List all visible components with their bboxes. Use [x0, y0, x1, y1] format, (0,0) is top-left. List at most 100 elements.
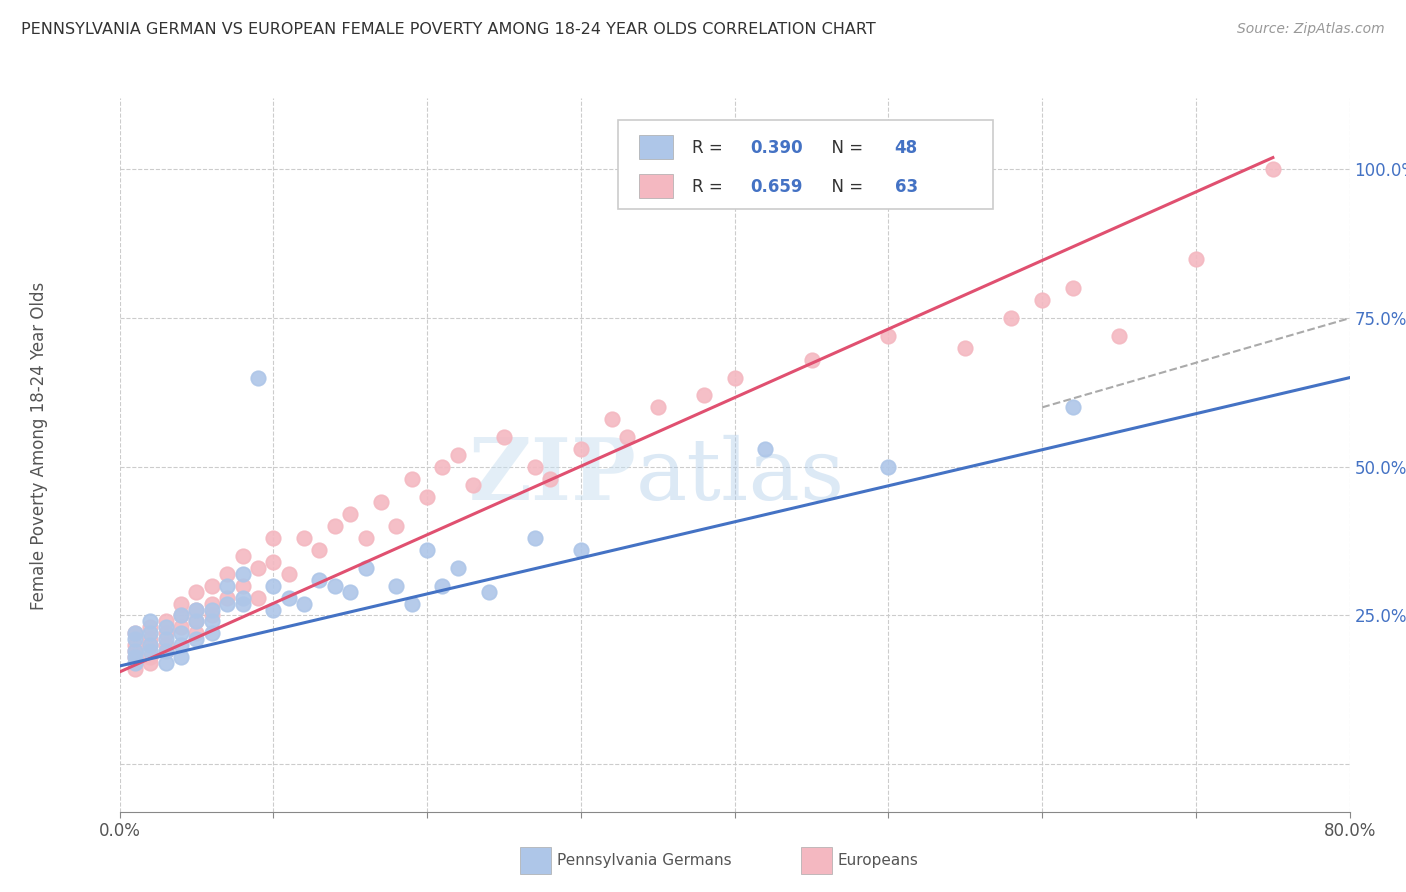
Point	[370, 495, 392, 509]
Point	[955, 341, 977, 355]
Text: Pennsylvania Germans: Pennsylvania Germans	[557, 854, 731, 868]
Point	[401, 472, 423, 486]
Point	[201, 602, 224, 616]
Bar	[638, 174, 673, 198]
Point	[1185, 252, 1208, 266]
Point	[339, 508, 361, 522]
Point	[432, 579, 454, 593]
Point	[800, 352, 823, 367]
Point	[308, 573, 330, 587]
Point	[262, 602, 284, 616]
Point	[277, 591, 299, 605]
Point	[186, 602, 208, 616]
Point	[246, 561, 269, 575]
Point	[523, 531, 546, 545]
Point	[201, 608, 224, 623]
Point	[201, 626, 224, 640]
Point	[538, 472, 561, 486]
Text: PENNSYLVANIA GERMAN VS EUROPEAN FEMALE POVERTY AMONG 18-24 YEAR OLDS CORRELATION: PENNSYLVANIA GERMAN VS EUROPEAN FEMALE P…	[21, 22, 876, 37]
Point	[354, 561, 377, 575]
Point	[124, 644, 146, 658]
Point	[139, 644, 162, 658]
Point	[1062, 401, 1084, 415]
Point	[292, 597, 315, 611]
Text: 0.390: 0.390	[751, 139, 803, 157]
Point	[124, 626, 146, 640]
Text: N =: N =	[821, 139, 868, 157]
Point	[616, 430, 638, 444]
Point	[124, 650, 146, 665]
Point	[231, 579, 254, 593]
Point	[401, 597, 423, 611]
Point	[262, 579, 284, 593]
Point	[201, 579, 224, 593]
Point	[1000, 311, 1022, 326]
Point	[231, 591, 254, 605]
Point	[155, 632, 177, 647]
Point	[693, 388, 716, 402]
Point	[308, 543, 330, 558]
Point	[217, 579, 239, 593]
Point	[477, 584, 501, 599]
Point	[139, 626, 162, 640]
Point	[1062, 281, 1084, 295]
Point	[124, 632, 146, 647]
Point	[217, 591, 239, 605]
Text: N =: N =	[821, 178, 868, 196]
Point	[523, 459, 546, 474]
Point	[492, 430, 515, 444]
Point	[139, 632, 162, 647]
Point	[385, 579, 408, 593]
Point	[339, 584, 361, 599]
Text: Female Poverty Among 18-24 Year Olds: Female Poverty Among 18-24 Year Olds	[31, 282, 48, 610]
Point	[1108, 329, 1130, 343]
Point	[139, 615, 162, 629]
Point	[155, 615, 177, 629]
Point	[877, 459, 900, 474]
Point	[139, 620, 162, 634]
Point	[139, 638, 162, 652]
Point	[139, 656, 162, 670]
Point	[186, 615, 208, 629]
Point	[323, 519, 346, 533]
Text: Europeans: Europeans	[838, 854, 920, 868]
Point	[231, 566, 254, 581]
Point	[416, 543, 439, 558]
Point	[246, 591, 269, 605]
Point	[354, 531, 377, 545]
Bar	[638, 135, 673, 159]
Point	[155, 626, 177, 640]
Point	[155, 644, 177, 658]
Point	[292, 531, 315, 545]
Point	[186, 626, 208, 640]
Point	[723, 370, 745, 384]
Point	[155, 620, 177, 634]
Point	[124, 650, 146, 665]
Point	[569, 442, 592, 456]
Point	[1031, 293, 1053, 308]
Text: 0.659: 0.659	[751, 178, 803, 196]
Point	[139, 650, 162, 665]
Text: ZIP: ZIP	[468, 434, 636, 518]
Point	[231, 549, 254, 563]
Point	[124, 626, 146, 640]
Text: R =: R =	[692, 178, 727, 196]
Point	[569, 543, 592, 558]
Point	[262, 555, 284, 569]
Point	[201, 597, 224, 611]
Point	[262, 531, 284, 545]
Point	[277, 566, 299, 581]
Text: R =: R =	[692, 139, 727, 157]
Text: atlas: atlas	[636, 434, 845, 518]
Point	[877, 329, 900, 343]
Point	[1261, 162, 1284, 177]
Point	[754, 442, 776, 456]
FancyBboxPatch shape	[617, 120, 993, 209]
Point	[217, 597, 239, 611]
Point	[186, 602, 208, 616]
Point	[170, 608, 193, 623]
Point	[463, 477, 485, 491]
Point	[170, 620, 193, 634]
Text: Source: ZipAtlas.com: Source: ZipAtlas.com	[1237, 22, 1385, 37]
Point	[246, 370, 269, 384]
